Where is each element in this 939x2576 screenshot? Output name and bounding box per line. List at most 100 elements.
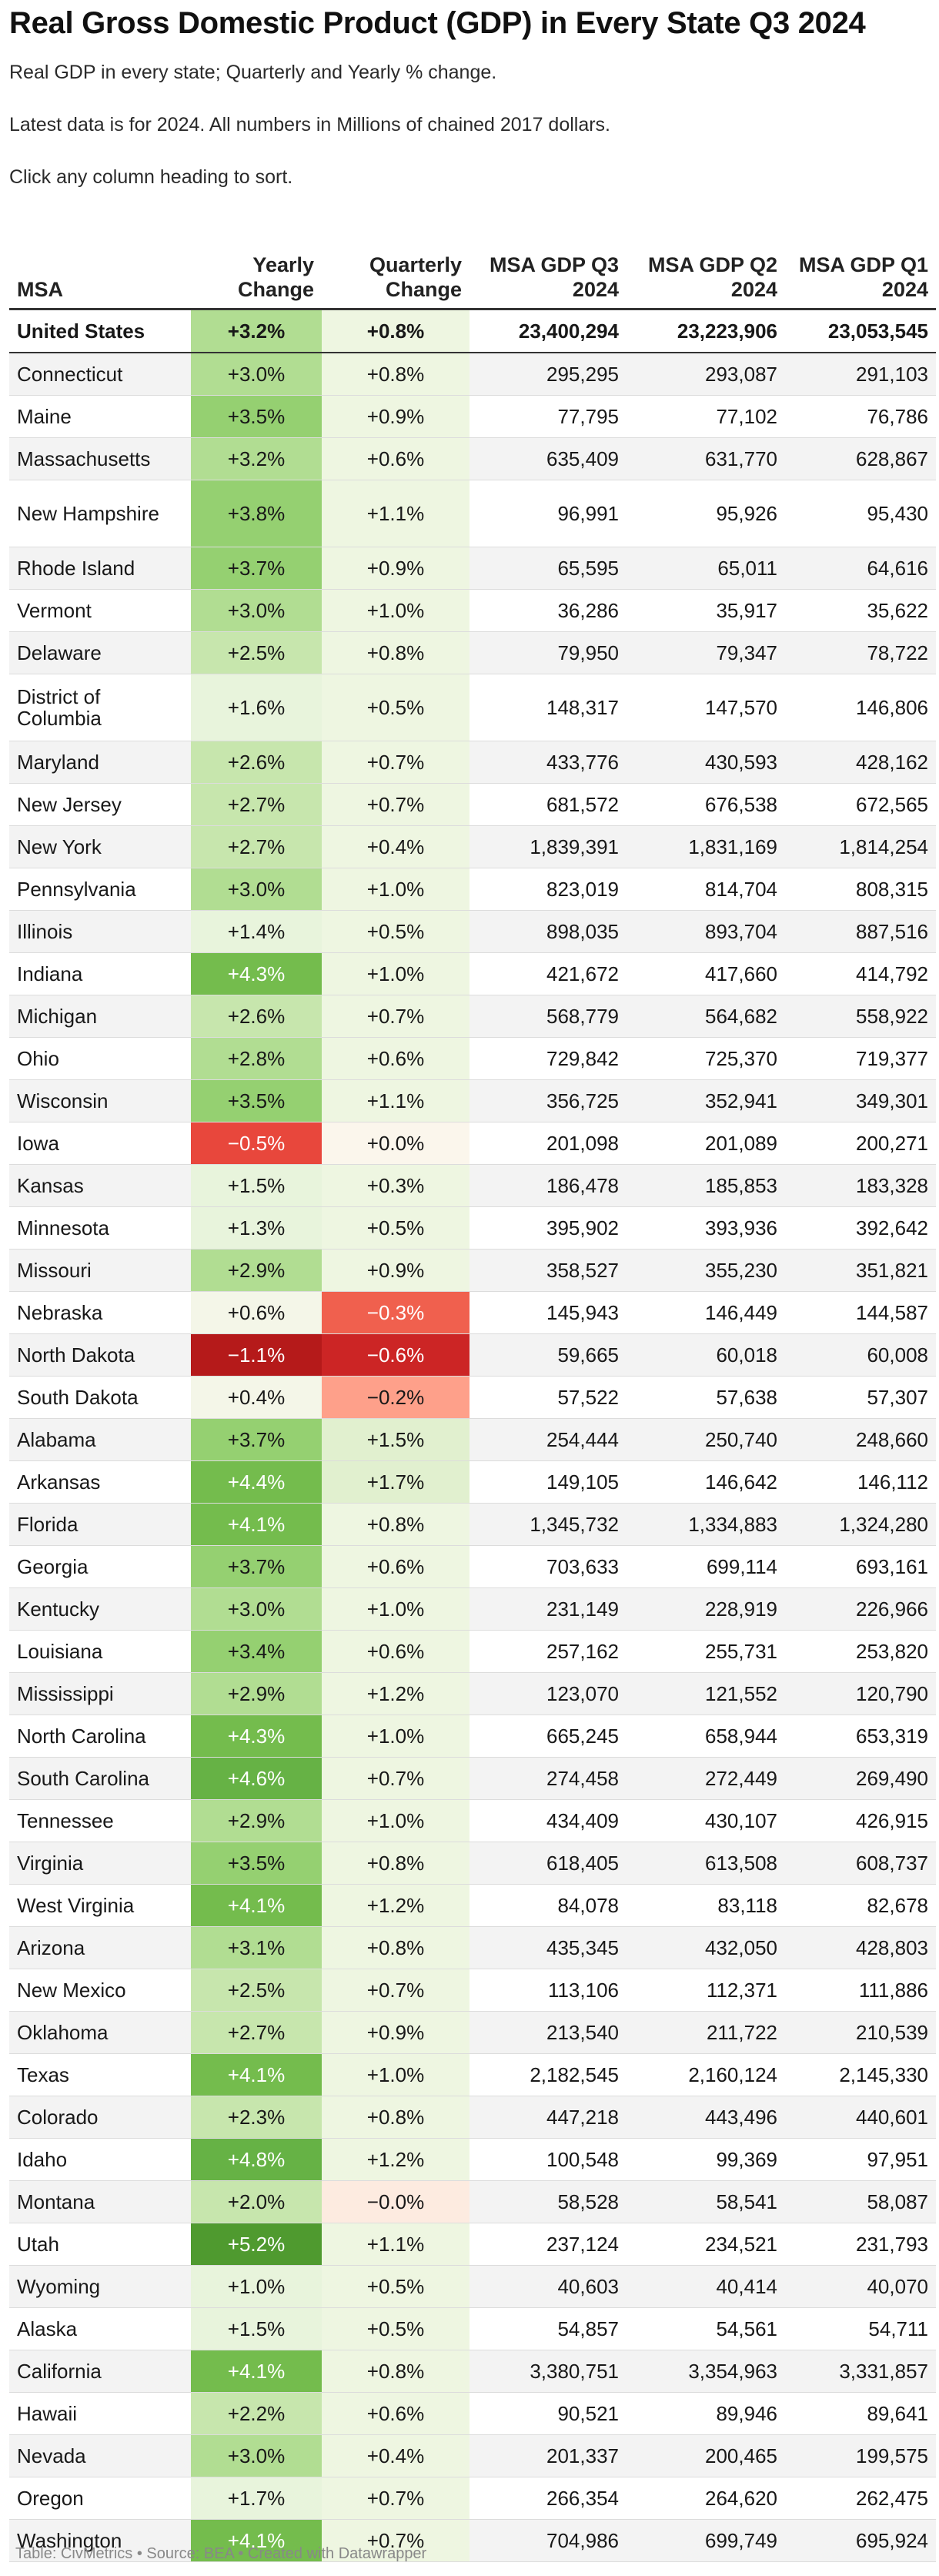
description-line-1: Real GDP in every state; Quarterly and Y…	[9, 62, 497, 83]
gdp-q3-2024-cell: 435,345	[470, 1926, 627, 1969]
quarterly-change-cell: +0.8%	[322, 1926, 470, 1969]
gdp-q2-2024-cell: 3,354,963	[627, 2350, 785, 2393]
gdp-q2-2024-cell: 676,538	[627, 783, 785, 826]
yearly-change-cell: +4.4%	[191, 1460, 322, 1504]
table-row: Nevada +3.0% +0.4% 201,337 200,465 199,575	[9, 2434, 936, 2477]
gdp-q1-2024-cell: 111,886	[785, 1969, 936, 2012]
gdp-q2-2024-cell: 57,638	[627, 1376, 785, 1419]
gdp-q1-2024-cell: 64,616	[785, 547, 936, 590]
yearly-change-cell: +2.6%	[191, 995, 322, 1038]
table-row: Delaware +2.5% +0.8% 79,950 79,347 78,722	[9, 631, 936, 674]
quarterly-change-cell: +0.7%	[322, 2477, 470, 2520]
column-header-gdp-q1-2024[interactable]: MSA GDP Q1 2024	[785, 228, 936, 310]
table-row: New Hampshire +3.8% +1.1% 96,991 95,926 95,43…	[9, 480, 936, 547]
gdp-q3-2024-cell: 434,409	[470, 1799, 627, 1842]
gdp-q3-2024-cell: 703,633	[470, 1545, 627, 1588]
yearly-change-cell: +4.6%	[191, 1757, 322, 1800]
yearly-change-cell: +4.1%	[191, 2350, 322, 2393]
gdp-q2-2024-cell: 234,521	[627, 2223, 785, 2266]
quarterly-change-cell: +0.6%	[322, 1545, 470, 1588]
yearly-change-cell: +2.7%	[191, 825, 322, 868]
quarterly-change-cell: +1.2%	[322, 1884, 470, 1927]
gdp-q3-2024-cell: 40,603	[470, 2265, 627, 2308]
table-row: New Jersey +2.7% +0.7% 681,572 676,538 672,56…	[9, 783, 936, 826]
gdp-q3-2024-cell: 77,795	[470, 395, 627, 438]
yearly-change-cell: +3.4%	[191, 1630, 322, 1673]
gdp-q2-2024-cell: 211,722	[627, 2011, 785, 2054]
gdp-q3-2024-cell: 58,528	[470, 2180, 627, 2223]
quarterly-change-cell: +0.4%	[322, 825, 470, 868]
yearly-change-cell: +3.7%	[191, 547, 322, 590]
gdp-q2-2024-cell: 564,682	[627, 995, 785, 1038]
yearly-change-cell: +3.7%	[191, 1545, 322, 1588]
quarterly-change-cell: +1.2%	[322, 1672, 470, 1715]
gdp-q1-2024-cell: 558,922	[785, 995, 936, 1038]
table-row: Illinois +1.4% +0.5% 898,035 893,704 887,516	[9, 910, 936, 953]
gdp-q2-2024-cell: 430,593	[627, 741, 785, 784]
gdp-q1-2024-cell: 76,786	[785, 395, 936, 438]
gdp-q3-2024-cell: 79,950	[470, 631, 627, 674]
gdp-q2-2024-cell: 146,642	[627, 1460, 785, 1504]
footer-credits: Table: CivMetrics • Source: BEA • Create…	[15, 2545, 427, 2562]
quarterly-change-cell: +0.8%	[322, 2096, 470, 2139]
yearly-change-cell: +2.6%	[191, 741, 322, 784]
column-header-gdp-q2-2024[interactable]: MSA GDP Q2 2024	[627, 228, 785, 310]
gdp-q2-2024-cell: 658,944	[627, 1715, 785, 1758]
gdp-q1-2024-cell: 426,915	[785, 1799, 936, 1842]
table-row: Texas +4.1% +1.0% 2,182,545 2,160,124 2,145,3…	[9, 2053, 936, 2096]
column-header-yearly-change[interactable]: Yearly Change	[191, 228, 322, 310]
state-name-cell: Idaho	[9, 2138, 191, 2181]
gdp-q3-2024-cell: 1,839,391	[470, 825, 627, 868]
state-name-cell: Oklahoma	[9, 2011, 191, 2054]
column-header-msa[interactable]: MSA	[9, 228, 191, 310]
gdp-q1-2024-cell: 3,331,857	[785, 2350, 936, 2393]
state-name-cell: New Mexico	[9, 1969, 191, 2012]
gdp-q2-2024-cell: 352,941	[627, 1079, 785, 1122]
quarterly-change-cell: +0.9%	[322, 2011, 470, 2054]
page-title: Real Gross Domestic Product (GDP) in Eve…	[9, 6, 866, 40]
gdp-q2-2024-cell: 79,347	[627, 631, 785, 674]
quarterly-change-cell: +0.8%	[322, 631, 470, 674]
table-row-total: United States +3.2% +0.8% 23,400,294 23,223,…	[9, 309, 936, 353]
state-name-cell: Mississippi	[9, 1672, 191, 1715]
gdp-q3-2024-cell: 823,019	[470, 868, 627, 911]
gdp-q2-2024-cell: 185,853	[627, 1164, 785, 1207]
gdp-q3-2024-cell: 57,522	[470, 1376, 627, 1419]
table-row: Connecticut +3.0% +0.8% 295,295 293,087 291,1…	[9, 353, 936, 396]
gdp-q1-2024-cell: 248,660	[785, 1418, 936, 1461]
quarterly-change-cell: +1.0%	[322, 2053, 470, 2096]
gdp-q2-2024-cell: 200,465	[627, 2434, 785, 2477]
state-name-cell: North Dakota	[9, 1333, 191, 1377]
table-row: Minnesota +1.3% +0.5% 395,902 393,936 392,642	[9, 1206, 936, 1250]
gdp-q3-2024-cell: 145,943	[470, 1291, 627, 1334]
quarterly-change-cell: +1.7%	[322, 1460, 470, 1504]
state-name-cell: Colorado	[9, 2096, 191, 2139]
quarterly-change-cell: +0.4%	[322, 2434, 470, 2477]
table-row: Maine +3.5% +0.9% 77,795 77,102 76,786	[9, 395, 936, 438]
gdp-q1-2024-cell: 200,271	[785, 1122, 936, 1165]
yearly-change-cell: +4.3%	[191, 1715, 322, 1758]
yearly-change-cell: +3.8%	[191, 480, 322, 547]
gdp-q3-2024-cell: 231,149	[470, 1587, 627, 1631]
quarterly-change-cell: +0.6%	[322, 1630, 470, 1673]
yearly-change-cell: +3.0%	[191, 353, 322, 396]
gdp-table: MSA Yearly Change Quarterly Change MSA G…	[9, 228, 936, 2562]
table-row: New York +2.7% +0.4% 1,839,391 1,831,169 1,81…	[9, 825, 936, 868]
column-header-gdp-q3-2024[interactable]: MSA GDP Q3 2024	[470, 228, 627, 310]
state-name-cell: Iowa	[9, 1122, 191, 1165]
gdp-q1-2024-cell: 23,053,545	[785, 309, 936, 353]
state-name-cell: Rhode Island	[9, 547, 191, 590]
gdp-q2-2024-cell: 725,370	[627, 1037, 785, 1080]
gdp-q2-2024-cell: 293,087	[627, 353, 785, 396]
description-line-2: Latest data is for 2024. All numbers in …	[9, 114, 611, 135]
gdp-q1-2024-cell: 414,792	[785, 952, 936, 995]
gdp-q3-2024-cell: 1,345,732	[470, 1503, 627, 1546]
yearly-change-cell: +2.9%	[191, 1672, 322, 1715]
column-header-quarterly-change[interactable]: Quarterly Change	[322, 228, 470, 310]
quarterly-change-cell: +1.0%	[322, 1715, 470, 1758]
gdp-q1-2024-cell: 808,315	[785, 868, 936, 911]
quarterly-change-cell: +0.3%	[322, 1164, 470, 1207]
quarterly-change-cell: +0.7%	[322, 1969, 470, 2012]
gdp-q2-2024-cell: 1,831,169	[627, 825, 785, 868]
gdp-q3-2024-cell: 201,098	[470, 1122, 627, 1165]
